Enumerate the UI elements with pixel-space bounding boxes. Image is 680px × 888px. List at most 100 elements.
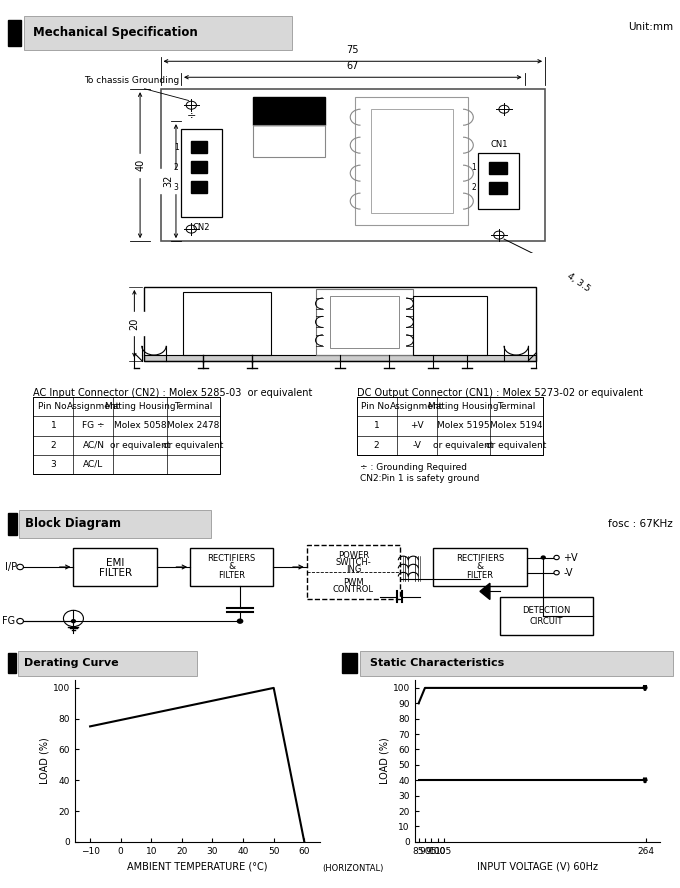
Text: 67: 67 <box>347 61 359 71</box>
Text: fosc : 67KHz: fosc : 67KHz <box>609 519 673 529</box>
Text: Mating Housing: Mating Housing <box>428 402 498 411</box>
Text: or equivalent: or equivalent <box>433 440 494 449</box>
Text: POWER: POWER <box>338 551 369 559</box>
Text: Molex 5195: Molex 5195 <box>437 422 490 431</box>
Text: CONTROL: CONTROL <box>333 585 374 594</box>
Text: 2: 2 <box>471 184 476 193</box>
Text: Derating Curve: Derating Curve <box>24 658 118 668</box>
Text: 2: 2 <box>174 163 179 171</box>
Bar <box>356 98 468 226</box>
Text: RECTIFIERS: RECTIFIERS <box>207 554 256 563</box>
Text: Molex 5194: Molex 5194 <box>490 422 543 431</box>
Text: PWM: PWM <box>343 578 364 587</box>
Text: or equivalent: or equivalent <box>163 440 224 449</box>
Bar <box>160 90 545 242</box>
Bar <box>144 287 536 361</box>
X-axis label: INPUT VOLTAGE (V) 60Hz: INPUT VOLTAGE (V) 60Hz <box>477 861 598 871</box>
Bar <box>8 513 17 535</box>
Text: 1: 1 <box>374 422 379 431</box>
Bar <box>307 545 400 599</box>
Circle shape <box>237 618 243 624</box>
Text: FILTER: FILTER <box>466 571 494 580</box>
Text: +V: +V <box>563 552 578 562</box>
Text: -V: -V <box>563 567 573 578</box>
Text: 1: 1 <box>471 163 476 172</box>
Text: ÷ : Grounding Required
CN2:Pin 1 is safety ground: ÷ : Grounding Required CN2:Pin 1 is safe… <box>360 464 479 483</box>
Text: CN2: CN2 <box>193 223 210 232</box>
Text: 2: 2 <box>50 440 56 449</box>
Circle shape <box>71 619 76 623</box>
Y-axis label: LOAD (%): LOAD (%) <box>40 738 50 784</box>
Bar <box>413 297 487 355</box>
Circle shape <box>541 555 546 559</box>
Polygon shape <box>480 583 490 599</box>
Bar <box>253 98 324 125</box>
Text: FG: FG <box>2 616 15 626</box>
Bar <box>73 548 156 586</box>
Text: DETECTION: DETECTION <box>522 606 571 614</box>
Bar <box>8 20 21 46</box>
Bar <box>479 154 520 210</box>
Text: (HORIZONTAL): (HORIZONTAL) <box>322 864 384 874</box>
Text: AC Input Connector (CN2) : Molex 5285-03  or equivalent: AC Input Connector (CN2) : Molex 5285-03… <box>33 388 313 399</box>
Y-axis label: LOAD (%): LOAD (%) <box>380 738 390 784</box>
Text: 3: 3 <box>50 460 56 469</box>
Bar <box>191 141 207 154</box>
Bar <box>489 182 507 194</box>
Text: Molex 5058: Molex 5058 <box>114 422 167 431</box>
Text: ÷: ÷ <box>186 110 196 120</box>
Text: CN1: CN1 <box>490 140 508 149</box>
Bar <box>500 597 593 635</box>
Text: 2: 2 <box>374 440 379 449</box>
Bar <box>7 654 16 673</box>
Bar <box>253 125 324 157</box>
Bar <box>341 654 357 673</box>
Bar <box>433 548 526 586</box>
Text: -V: -V <box>412 440 421 449</box>
Text: SWITCH-: SWITCH- <box>335 559 371 567</box>
Text: Molex 2478: Molex 2478 <box>167 422 220 431</box>
Text: &: & <box>477 562 483 572</box>
Text: or equivalent: or equivalent <box>110 440 170 449</box>
Text: 1: 1 <box>50 422 56 431</box>
Text: RECTIFIERS: RECTIFIERS <box>456 554 504 563</box>
Bar <box>371 109 453 213</box>
Text: FILTER: FILTER <box>99 567 132 578</box>
Text: Assignment: Assignment <box>67 402 120 411</box>
Bar <box>181 130 222 218</box>
Text: Mechanical Specification: Mechanical Specification <box>33 26 197 38</box>
X-axis label: AMBIENT TEMPERATURE (°C): AMBIENT TEMPERATURE (°C) <box>127 861 267 871</box>
Text: EMI: EMI <box>106 559 124 568</box>
Text: 20: 20 <box>129 318 139 330</box>
Text: Pin No.: Pin No. <box>361 402 392 411</box>
Bar <box>316 289 413 355</box>
Text: 4, 3.5: 4, 3.5 <box>566 271 592 293</box>
Text: AC/N: AC/N <box>82 440 105 449</box>
Bar <box>190 548 273 586</box>
Text: &: & <box>228 562 235 572</box>
Text: Mating Housing: Mating Housing <box>105 402 175 411</box>
Text: +V: +V <box>410 422 424 431</box>
Bar <box>191 181 207 194</box>
Text: 40: 40 <box>135 159 145 171</box>
Text: 32: 32 <box>163 175 173 187</box>
Text: 3: 3 <box>173 183 179 192</box>
Text: Terminal: Terminal <box>497 402 536 411</box>
Text: Block Diagram: Block Diagram <box>25 517 121 530</box>
Text: CIRCUIT: CIRCUIT <box>530 617 563 626</box>
Text: Unit:mm: Unit:mm <box>628 21 673 32</box>
Bar <box>191 162 207 173</box>
Bar <box>33 397 220 474</box>
Bar <box>357 397 543 455</box>
Text: ING: ING <box>345 565 361 575</box>
Text: Terminal: Terminal <box>174 402 213 411</box>
Text: Assignment: Assignment <box>390 402 443 411</box>
Bar <box>330 297 398 348</box>
Text: 1: 1 <box>174 143 179 152</box>
Text: Static Characteristics: Static Characteristics <box>370 658 505 668</box>
Text: Pin No.: Pin No. <box>38 402 69 411</box>
Text: or equivalent: or equivalent <box>486 440 547 449</box>
Text: 75: 75 <box>347 45 359 55</box>
Text: FILTER: FILTER <box>218 571 245 580</box>
Bar <box>489 162 507 174</box>
